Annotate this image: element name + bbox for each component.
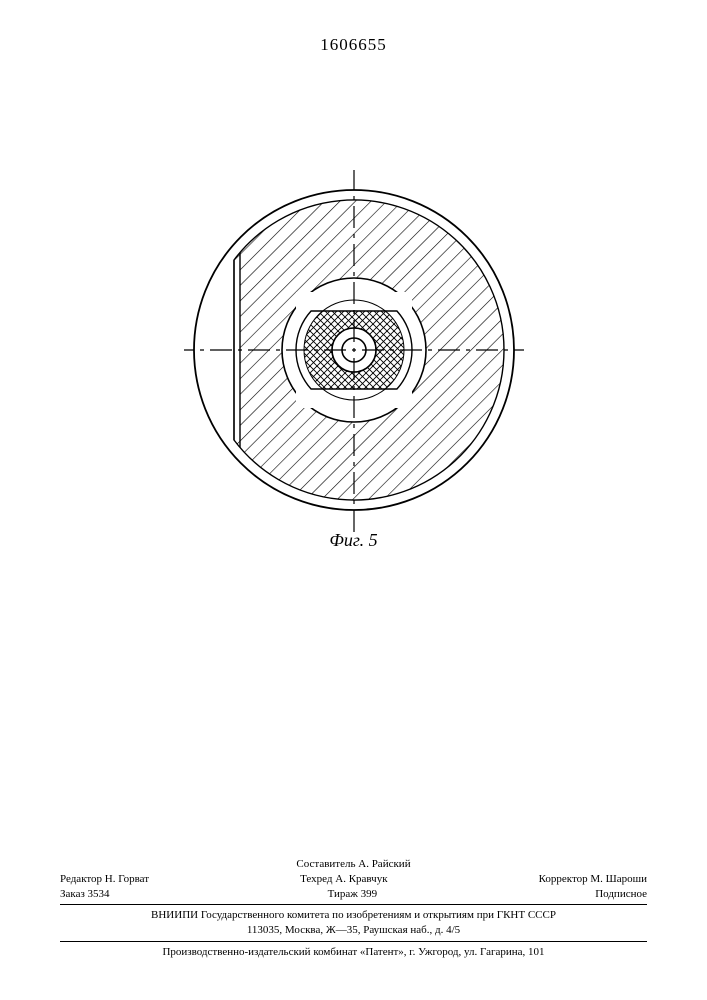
address-line: 113035, Москва, Ж—35, Раушская наб., д. … [60,923,647,938]
printer-line: Производственно-издательский комбинат «П… [60,945,647,960]
podpisnoe: Подписное [595,887,647,902]
colophon-block: Составитель А. Райский Редактор Н. Горва… [60,857,647,960]
org-line: ВНИИПИ Государственного комитета по изоб… [60,908,647,923]
order-row: Заказ 3534 Тираж 399 Подписное [60,887,647,902]
divider [60,904,647,905]
divider [60,941,647,942]
corrector: Корректор М. Шароши [539,872,647,887]
document-number: 1606655 [0,35,707,55]
tirazh: Тираж 399 [328,887,378,902]
editor: Редактор Н. Горват [60,872,149,887]
credits-row: Редактор Н. Горват Техред А. Кравчук Кор… [60,872,647,887]
figure-caption: Фиг. 5 [0,530,707,551]
techred: Техред А. Кравчук [300,872,387,887]
cross-section-drawing [184,170,524,540]
order-number: Заказ 3534 [60,887,110,902]
figure [0,170,707,545]
compiler-line: Составитель А. Райский [60,857,647,872]
